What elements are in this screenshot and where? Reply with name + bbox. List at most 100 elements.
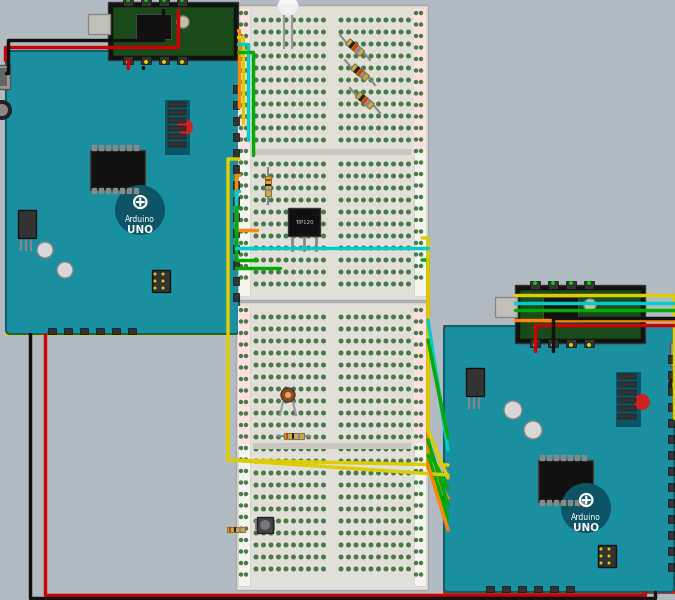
Circle shape bbox=[322, 66, 325, 70]
Circle shape bbox=[392, 114, 396, 118]
Bar bbox=[233, 293, 239, 301]
Circle shape bbox=[244, 401, 248, 403]
Circle shape bbox=[254, 198, 258, 202]
Circle shape bbox=[419, 184, 423, 187]
Circle shape bbox=[392, 399, 396, 403]
Circle shape bbox=[354, 495, 358, 499]
Circle shape bbox=[354, 150, 358, 154]
Circle shape bbox=[284, 447, 288, 451]
Circle shape bbox=[407, 555, 410, 559]
Circle shape bbox=[414, 320, 418, 323]
Circle shape bbox=[407, 126, 410, 130]
Circle shape bbox=[340, 327, 343, 331]
Circle shape bbox=[362, 246, 365, 250]
Circle shape bbox=[407, 150, 410, 154]
Circle shape bbox=[414, 412, 418, 415]
Bar bbox=[99, 188, 103, 193]
Circle shape bbox=[284, 114, 288, 118]
Circle shape bbox=[244, 515, 248, 518]
Circle shape bbox=[299, 375, 303, 379]
Circle shape bbox=[277, 210, 280, 214]
Circle shape bbox=[262, 66, 265, 70]
Circle shape bbox=[362, 555, 365, 559]
Circle shape bbox=[269, 531, 273, 535]
Circle shape bbox=[314, 339, 318, 343]
Circle shape bbox=[322, 531, 325, 535]
Circle shape bbox=[377, 495, 380, 499]
Circle shape bbox=[254, 90, 258, 94]
Circle shape bbox=[362, 483, 365, 487]
Circle shape bbox=[306, 18, 310, 22]
Circle shape bbox=[407, 258, 410, 262]
Circle shape bbox=[262, 102, 265, 106]
Bar bbox=[540, 455, 544, 460]
Bar bbox=[444, 326, 674, 592]
Circle shape bbox=[392, 222, 396, 226]
Circle shape bbox=[292, 555, 295, 559]
Circle shape bbox=[407, 375, 410, 379]
Circle shape bbox=[384, 78, 388, 82]
Circle shape bbox=[392, 555, 396, 559]
Circle shape bbox=[299, 351, 303, 355]
Bar bbox=[265, 189, 271, 191]
Text: UNO: UNO bbox=[573, 523, 599, 533]
Circle shape bbox=[277, 495, 280, 499]
Circle shape bbox=[419, 115, 423, 118]
Circle shape bbox=[377, 258, 380, 262]
Circle shape bbox=[377, 30, 380, 34]
Circle shape bbox=[369, 246, 373, 250]
Bar bbox=[108, 2, 238, 60]
Circle shape bbox=[306, 555, 310, 559]
Circle shape bbox=[377, 567, 380, 571]
Circle shape bbox=[392, 234, 396, 238]
Circle shape bbox=[254, 270, 258, 274]
Circle shape bbox=[340, 483, 343, 487]
Circle shape bbox=[414, 469, 418, 473]
Circle shape bbox=[419, 446, 423, 449]
Circle shape bbox=[277, 234, 280, 238]
Circle shape bbox=[277, 114, 280, 118]
Circle shape bbox=[377, 282, 380, 286]
Circle shape bbox=[314, 162, 318, 166]
Circle shape bbox=[244, 127, 248, 130]
Circle shape bbox=[240, 46, 242, 49]
Circle shape bbox=[299, 447, 303, 451]
Circle shape bbox=[340, 567, 343, 571]
Circle shape bbox=[262, 18, 265, 22]
Circle shape bbox=[399, 42, 403, 46]
Circle shape bbox=[399, 531, 403, 535]
Circle shape bbox=[277, 543, 280, 547]
Circle shape bbox=[262, 222, 265, 226]
Circle shape bbox=[244, 469, 248, 473]
Circle shape bbox=[347, 459, 350, 463]
Circle shape bbox=[244, 138, 248, 141]
Circle shape bbox=[284, 423, 288, 427]
Circle shape bbox=[306, 411, 310, 415]
Circle shape bbox=[306, 495, 310, 499]
Circle shape bbox=[314, 375, 318, 379]
Circle shape bbox=[277, 519, 280, 523]
Bar bbox=[265, 184, 271, 186]
Circle shape bbox=[277, 327, 280, 331]
Bar bbox=[495, 297, 517, 317]
Circle shape bbox=[340, 162, 343, 166]
Circle shape bbox=[354, 387, 358, 391]
Circle shape bbox=[240, 34, 242, 37]
Circle shape bbox=[292, 222, 295, 226]
Circle shape bbox=[347, 150, 350, 154]
Bar bbox=[168, 110, 186, 115]
Circle shape bbox=[369, 495, 373, 499]
Circle shape bbox=[354, 399, 358, 403]
Circle shape bbox=[340, 351, 343, 355]
Circle shape bbox=[407, 387, 410, 391]
Circle shape bbox=[399, 315, 403, 319]
Circle shape bbox=[340, 435, 343, 439]
Circle shape bbox=[306, 543, 310, 547]
Circle shape bbox=[306, 258, 310, 262]
Circle shape bbox=[314, 555, 318, 559]
Circle shape bbox=[322, 387, 325, 391]
Circle shape bbox=[269, 327, 273, 331]
Circle shape bbox=[284, 363, 288, 367]
Circle shape bbox=[254, 234, 258, 238]
Bar bbox=[92, 145, 96, 150]
